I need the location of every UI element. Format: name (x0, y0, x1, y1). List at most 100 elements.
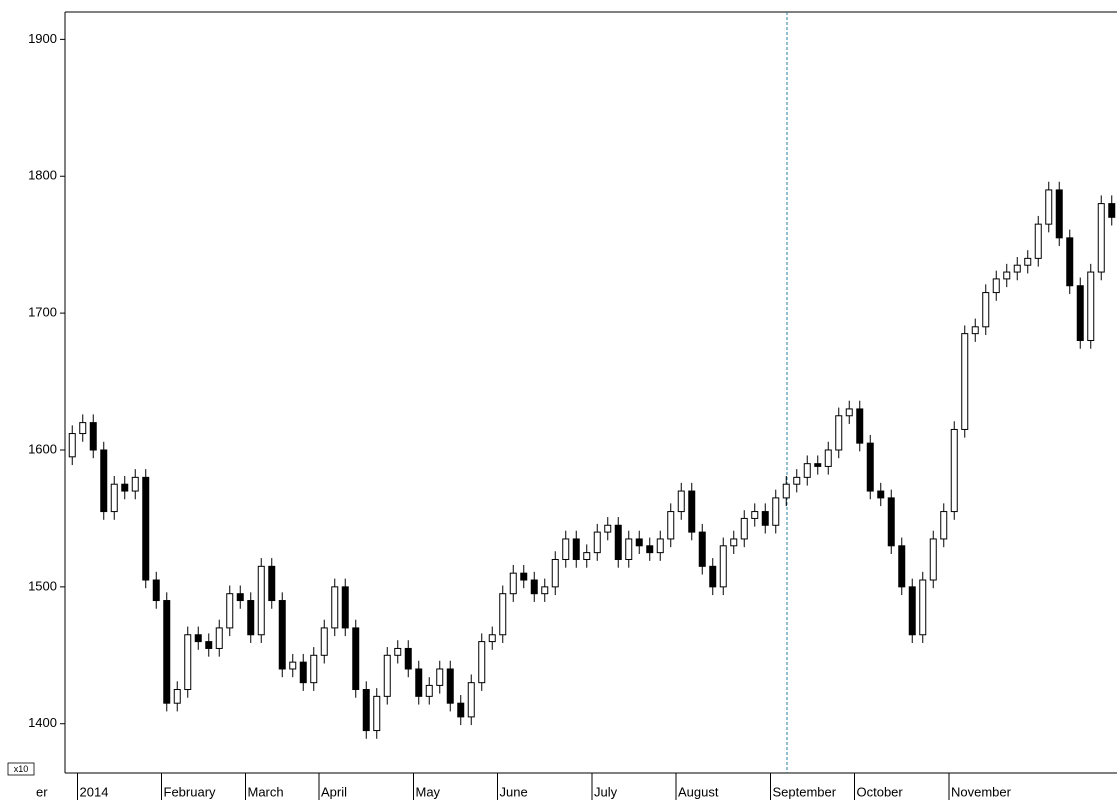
candle-body (152, 579, 160, 602)
candle-body (677, 490, 685, 513)
candle-body (635, 538, 643, 547)
candle-body (131, 476, 139, 492)
candle-body (877, 490, 885, 499)
candle-body (268, 565, 276, 602)
candle-body (1055, 189, 1063, 239)
x-tick-label: September (773, 784, 837, 799)
candle-body (226, 593, 234, 629)
candle-body (604, 524, 612, 533)
candle-body (950, 428, 958, 513)
candle-body (740, 517, 748, 540)
candle-body (698, 531, 706, 567)
candle-body (1108, 203, 1116, 218)
candle-body (289, 661, 297, 670)
candle-body (688, 490, 696, 533)
candle-body (415, 668, 423, 697)
candle-body (205, 641, 213, 649)
candle-body (520, 572, 528, 581)
candle-body (824, 449, 832, 467)
candle-body (1034, 223, 1042, 259)
candle-body (362, 689, 370, 732)
x-tick-label: April (321, 784, 347, 799)
candle-body (278, 600, 286, 670)
x-edge-label: er (36, 784, 48, 799)
x-tick-label: October (857, 784, 904, 799)
candle-body (236, 593, 244, 602)
candle-body (551, 558, 559, 588)
candle-body (488, 634, 496, 643)
candle-body (1003, 271, 1011, 280)
candle-body (625, 538, 633, 560)
candle-body (782, 483, 790, 499)
x-tick-label: July (594, 784, 618, 799)
x-tick-label: 2014 (80, 784, 109, 799)
candle-body (509, 572, 517, 595)
candle-body (1076, 285, 1084, 341)
x-tick-label: May (416, 784, 441, 799)
y-tick-label: 1600 (28, 441, 57, 456)
candle-body (320, 627, 328, 656)
candle-body (163, 600, 171, 704)
scale-badge: x10 (14, 764, 29, 774)
candle-body (1024, 257, 1032, 266)
candle-body (184, 634, 192, 691)
x-tick-label: June (500, 784, 528, 799)
candle-body (656, 538, 664, 554)
candle-body (425, 684, 433, 697)
candle-body (100, 449, 108, 513)
candle-body (404, 647, 412, 670)
candle-body (866, 442, 874, 492)
candle-body (394, 647, 402, 656)
candle-body (1045, 189, 1053, 225)
candle-body (919, 579, 927, 636)
candle-body (961, 333, 969, 430)
candle-body (467, 682, 475, 718)
candle-body (530, 579, 538, 595)
candle-body (835, 415, 843, 451)
candle-body (583, 552, 591, 560)
candle-body (457, 702, 465, 718)
candle-body (929, 538, 937, 581)
candle-body (215, 627, 223, 649)
candle-body (436, 668, 444, 686)
candle-body (173, 689, 181, 704)
candle-body (499, 593, 507, 636)
candle-body (89, 422, 97, 451)
candle-body (887, 497, 895, 547)
candle-body (593, 531, 601, 554)
candle-body (383, 654, 391, 697)
candle-body (247, 600, 255, 636)
candle-body (856, 408, 864, 444)
y-tick-label: 1900 (28, 31, 57, 46)
candle-body (299, 661, 307, 684)
candle-body (908, 586, 916, 636)
candle-body (761, 511, 769, 526)
candle-body (110, 483, 118, 513)
candle-body (373, 695, 381, 732)
x-tick-label: March (248, 784, 284, 799)
candle-body (446, 668, 454, 704)
x-tick-label: February (164, 784, 217, 799)
candle-body (971, 326, 979, 335)
candle-body (310, 654, 318, 684)
candle-body (772, 497, 780, 526)
candle-body (814, 463, 822, 467)
candle-body (541, 586, 549, 595)
y-tick-label: 1400 (28, 715, 57, 730)
candle-body (751, 511, 759, 519)
candle-body (646, 545, 654, 554)
candle-body (68, 433, 76, 458)
candle-body (719, 545, 727, 588)
candle-body (79, 422, 87, 435)
candle-body (614, 524, 622, 560)
candle-body (1013, 264, 1021, 273)
scale-badge-box (7, 762, 35, 776)
candle-body (793, 476, 801, 485)
candle-body (341, 586, 349, 629)
candle-body (142, 476, 150, 581)
candle-body (1087, 271, 1095, 341)
x-tick-label: August (678, 784, 719, 799)
candle-body (803, 463, 811, 478)
candle-body (352, 627, 360, 691)
y-tick-label: 1700 (28, 305, 57, 320)
